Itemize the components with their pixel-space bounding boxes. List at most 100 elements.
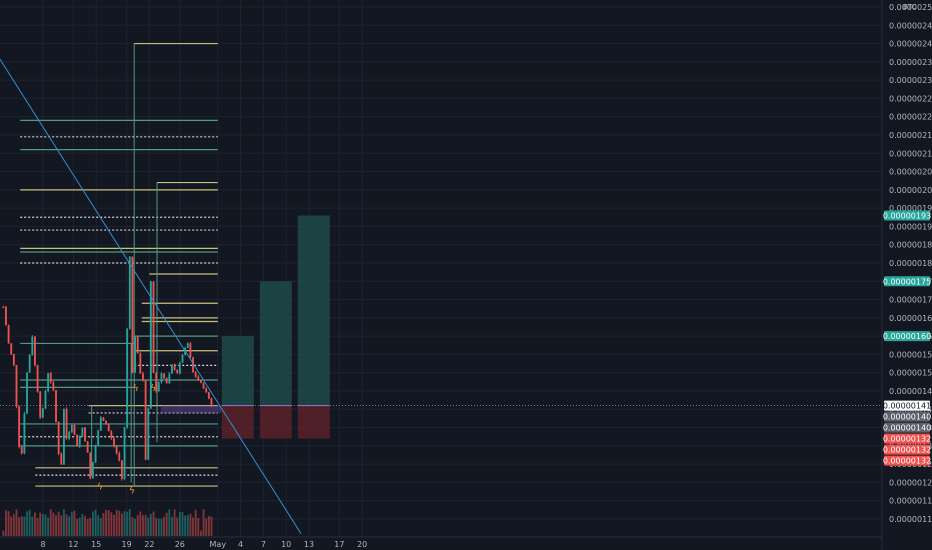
candle-body: [12, 354, 15, 366]
candle-body: [65, 409, 68, 439]
candle-body: [15, 365, 18, 407]
volume-bar: [136, 515, 139, 536]
time-axis-panel: [0, 537, 882, 550]
candle-body: [142, 373, 144, 381]
volume-bar: [44, 514, 47, 536]
price-tag-bg: [884, 331, 930, 342]
volume-bar: [28, 509, 31, 536]
y-tick-label: 0.00000145: [889, 387, 932, 396]
candle-body: [76, 434, 79, 447]
volume-bar: [118, 510, 121, 536]
volume-bar: [178, 511, 181, 536]
x-tick-label: 15: [91, 540, 101, 549]
candle-body: [128, 256, 131, 329]
volume-bar: [152, 511, 155, 536]
volume-bar: [20, 516, 23, 536]
time-axis-ticks: 8 12 15 19 22 26 May 4 7 10 13 17 20: [40, 540, 367, 549]
candle-body: [149, 281, 152, 409]
volume-bar: [123, 511, 126, 536]
x-tick-label: 12: [68, 540, 78, 549]
candle-body: [136, 336, 139, 354]
x-tick-label: 13: [304, 540, 314, 549]
volume-bar: [84, 516, 86, 536]
x-tick-label: 10: [281, 540, 291, 549]
volume-bar: [102, 512, 105, 536]
volume-bar: [202, 509, 205, 536]
volume-bar: [18, 517, 21, 536]
candle-body: [123, 427, 126, 479]
volume-bar: [91, 511, 94, 536]
volume-bar: [186, 515, 189, 536]
candle-body: [147, 408, 150, 460]
y-tick-label: 0.00000205: [889, 168, 932, 177]
volume-bar: [105, 509, 108, 536]
candle-body: [197, 376, 200, 381]
candle-body: [52, 382, 55, 391]
volume-bar: [5, 510, 7, 536]
volume-bar: [110, 512, 113, 536]
volume-bar: [165, 512, 168, 536]
candle-body: [181, 354, 184, 363]
volume-bar: [176, 517, 179, 536]
candle-body: [36, 365, 39, 392]
price-tag-bg: [884, 411, 930, 422]
volume-bar: [36, 518, 39, 536]
price-tag-label: 0.00000132: [883, 435, 931, 444]
stop-zone: [221, 405, 254, 439]
volume-bar: [205, 518, 208, 536]
candle-body: [200, 380, 202, 383]
volume-bar: [23, 516, 26, 536]
candle-body: [89, 452, 92, 479]
x-tick-label: 4: [238, 540, 243, 549]
candle-body: [57, 421, 60, 454]
volume-bar: [89, 517, 92, 536]
candle-body: [168, 373, 171, 384]
volume-bar: [15, 509, 18, 536]
volume-bar: [128, 509, 131, 536]
volume-bar: [49, 509, 52, 536]
candle-body: [178, 362, 181, 374]
candle-body: [152, 281, 155, 374]
volume-bar: [73, 510, 76, 536]
candle-body: [23, 413, 26, 454]
candle-body: [49, 373, 52, 383]
volume-bar: [34, 512, 36, 536]
volume-bar: [160, 518, 163, 536]
price-tag-bg: [884, 433, 930, 444]
volume-bar: [171, 516, 173, 536]
y-tick-label: 0.00000215: [889, 131, 932, 140]
y-tick-label: 0.00000245: [889, 21, 932, 30]
candle-body: [81, 427, 84, 437]
candle-body: [131, 256, 134, 373]
target-zone: [297, 215, 330, 406]
event-markers: ϟ ϟ ϟ ϟ: [97, 384, 156, 496]
volume-bar: [163, 516, 165, 536]
price-tags: 0.00000193 0.00000175 0.00000160 0.00000141…: [883, 210, 931, 466]
volume-bar: [197, 518, 200, 536]
candle-body: [94, 445, 97, 463]
volume-bar: [86, 518, 89, 536]
horizontal-levels: [20, 42, 222, 487]
candle-body: [207, 392, 210, 399]
volume-bar: [131, 517, 134, 536]
candle-body: [113, 438, 115, 446]
candle-body: [2, 306, 5, 308]
x-tick-label: 26: [175, 540, 185, 549]
candle-body: [160, 373, 163, 383]
candle-body: [84, 427, 86, 442]
volume-bar: [78, 517, 81, 536]
candle-body: [78, 436, 81, 447]
candle-body: [70, 424, 73, 433]
volume-bar: [39, 512, 42, 536]
candle-body: [186, 343, 189, 348]
volume-bar: [181, 511, 184, 536]
y-tick-label: 0.00000115: [889, 497, 932, 506]
volume-bar: [192, 517, 194, 536]
candle-body: [41, 408, 44, 418]
volume-bar: [99, 518, 102, 536]
volume-bar: [207, 515, 210, 536]
